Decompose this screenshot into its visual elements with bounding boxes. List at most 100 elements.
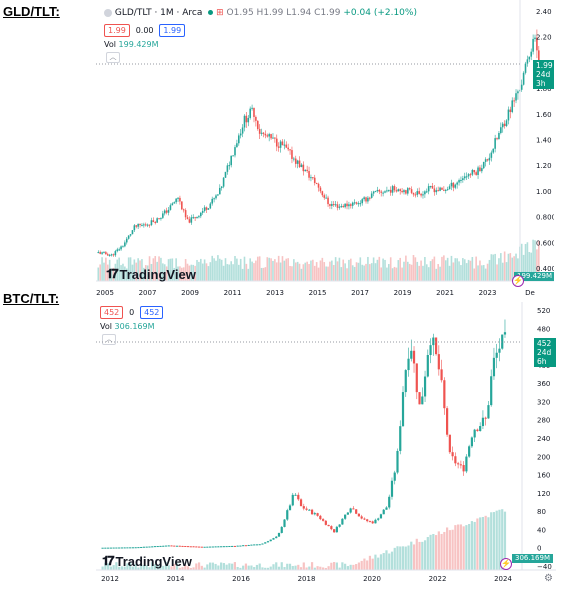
candle-body [145,546,148,548]
tradingview-brand: TradingView [119,266,196,282]
symbol-title[interactable]: GLD/TLT · 1M · Arca [114,8,203,18]
volume-bar [206,564,209,570]
volume-value: 199.429M [118,40,159,49]
candle-body [500,127,502,134]
candle-body [374,519,377,524]
candle-body [329,204,331,206]
candle-body [112,547,115,549]
volume-bar [448,265,451,281]
candle-body [351,202,354,206]
candle-body [131,547,135,549]
candle-body [205,207,208,210]
candle-body [175,545,179,547]
volume-bar [359,257,362,281]
candle-body [308,509,311,511]
volume-bar [408,263,411,281]
candle-body [470,437,474,447]
candle-body [131,230,134,235]
candle-body [369,197,371,199]
candle-body [164,545,168,547]
candle-body [338,524,341,527]
x-tick-label: 2015 [309,289,327,297]
sell-button[interactable]: 1.99 [104,24,130,37]
candle-body [317,183,320,188]
volume-bar [361,264,364,281]
volume-bar [406,261,409,281]
candle-body [401,392,405,427]
collapse-legend-button[interactable]: ︿ [106,52,120,63]
volume-bar [389,257,392,281]
candle-body [336,204,339,208]
candle-body [249,108,251,118]
volume-bar [471,256,474,281]
volume-bar [446,257,449,281]
volume-bar [141,259,143,281]
volume-bar [415,538,418,570]
candle-body [297,494,300,500]
candle-body [382,509,385,515]
volume-bar [410,541,413,570]
gld-candles [97,29,540,257]
volume-bar [484,515,487,570]
last-price-tag: 1.99 24d 3h [533,60,554,89]
candle-body [105,252,107,255]
candle-body [467,174,470,177]
candle-body [224,171,227,178]
volume-bar [481,516,485,570]
candle-body [144,224,147,226]
volume-bar [258,563,261,570]
volume-bar [249,258,251,281]
volume-bar [139,260,141,281]
candle-body [363,518,366,520]
buy-button[interactable]: 452 [140,306,164,319]
trade-buttons: 1.99 0.00 1.99 [104,24,186,37]
volume-bar [296,261,299,281]
candle-body [431,185,434,189]
candle-body [230,155,232,166]
candle-body [515,93,517,101]
settings-gear-icon[interactable]: ⚙ [544,573,553,584]
volume-tag: 199.429M [514,272,554,281]
candle-body [420,193,422,196]
volume-bar [297,564,300,570]
candle-body [429,345,432,355]
volume-bar [237,264,240,281]
volume-bar [477,265,479,281]
last-price-countdown: 24d 3h [536,70,551,88]
candle-body [160,217,162,219]
collapse-legend-button[interactable]: ︿ [102,334,116,345]
volume-bar [308,264,310,281]
candle-body [255,544,259,546]
chart-panel-gld[interactable]: GLD/TLT · 1M · Arca ⊞ O1.95 H1.99 L1.94 … [96,0,554,300]
lightning-icon[interactable]: ⚡ [512,275,524,287]
volume-bar [208,562,212,570]
candle-body [194,217,196,219]
candle-body [302,164,305,172]
lightning-icon[interactable]: ⚡ [500,558,512,570]
candle-body [443,189,445,191]
candle-body [153,546,157,548]
candle-body [232,155,234,157]
buy-button[interactable]: 1.99 [159,24,186,37]
sell-button[interactable]: 452 [100,306,124,319]
candle-body [459,464,462,466]
volume-bar [462,258,464,281]
candle-body [477,167,479,175]
volume-bar [511,257,514,281]
candle-body [468,446,471,457]
candle-body [115,547,118,549]
candle-body [481,168,483,172]
candle-body [319,515,322,520]
volume-bar [270,258,272,281]
volume-bar [420,260,422,281]
candle-body [137,547,140,549]
volume-bar [213,258,215,281]
volume-bar [294,565,297,570]
candle-body [159,545,162,547]
volume-bar [439,266,441,281]
chart-panel-btc[interactable]: 452 0 452 Vol 306.169M ︿ 520480440400360… [96,302,556,596]
volume-bar [440,533,443,570]
candle-body [251,107,253,109]
candle-body [181,201,183,210]
